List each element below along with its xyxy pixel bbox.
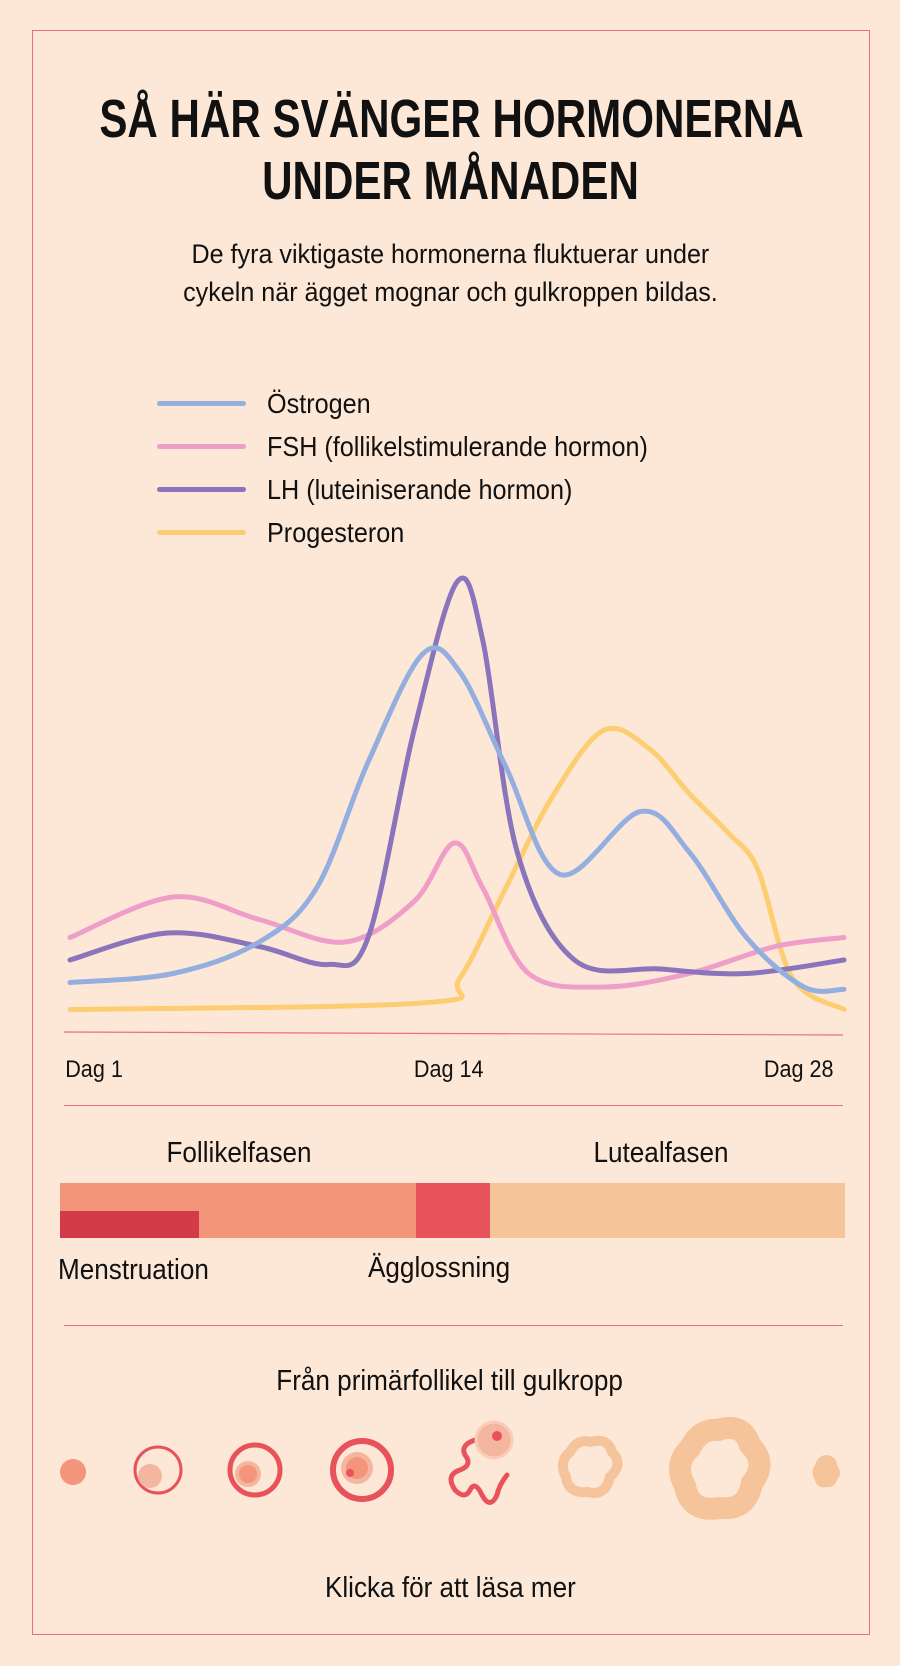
secondary-follicle-icon bbox=[133, 1445, 183, 1495]
x-axis-line bbox=[63, 1031, 844, 1036]
subtitle-line-1: De fyra viktigaste hormonerna fluktuerar… bbox=[191, 239, 709, 269]
ovulation-label: Ägglossning bbox=[368, 1252, 511, 1284]
legend-label: LH (luteiniserande hormon) bbox=[267, 473, 573, 505]
mature-follicle-icon bbox=[330, 1438, 394, 1502]
legend-swatch bbox=[157, 530, 246, 535]
title-line-2: UNDER MÅNADEN bbox=[261, 151, 639, 211]
series-line-progesteron bbox=[67, 725, 847, 1012]
divider bbox=[64, 1325, 843, 1326]
legend-swatch bbox=[157, 444, 246, 449]
menstruation-bar bbox=[60, 1211, 199, 1238]
corpus-albicans-icon bbox=[812, 1455, 840, 1488]
x-tick-label-day-28: Dag 28 bbox=[763, 1056, 834, 1083]
legend-label: FSH (follikelstimulerande hormon) bbox=[267, 430, 648, 462]
x-tick-label-day-1: Dag 1 bbox=[65, 1056, 123, 1083]
series-layer bbox=[67, 575, 847, 1012]
chart-legend: Östrogen FSH (follikelstimulerande hormo… bbox=[157, 382, 690, 554]
page-title: SÅ HÄR SVÄNGER HORMONERNA UNDER MÅNADEN bbox=[0, 88, 900, 212]
divider bbox=[64, 1105, 843, 1106]
read-more-text[interactable]: Klicka för att läsa mer bbox=[324, 1572, 576, 1604]
read-more-link[interactable]: Klicka för att läsa mer bbox=[0, 1572, 900, 1605]
infographic-frame bbox=[32, 30, 870, 1635]
ovulation-bar bbox=[416, 1183, 490, 1238]
follicle-stages bbox=[60, 1416, 840, 1520]
follicular-phase-label: Follikelfasen bbox=[166, 1137, 312, 1169]
tertiary-follicle-icon bbox=[227, 1442, 283, 1498]
follicle-section-title-text: Från primärfollikel till gulkropp bbox=[276, 1365, 624, 1397]
legend-item-fsh: FSH (follikelstimulerande hormon) bbox=[157, 425, 690, 468]
corpus-luteum-early-icon bbox=[557, 1435, 623, 1498]
legend-swatch bbox=[157, 401, 246, 406]
subtitle-line-2: cykeln när ägget mognar och gulkroppen b… bbox=[182, 277, 718, 307]
legend-item-progesterone: Progesteron bbox=[157, 511, 690, 554]
x-tick-label-day-14: Dag 14 bbox=[413, 1056, 484, 1083]
legend-item-estrogen: Östrogen bbox=[157, 382, 690, 425]
series-line-östrogen bbox=[67, 645, 847, 994]
follicle-section-title: Från primärfollikel till gulkropp bbox=[0, 1365, 900, 1398]
luteal-phase-label: Lutealfasen bbox=[593, 1137, 729, 1169]
luteal-phase-bar bbox=[490, 1183, 845, 1238]
ovulation-follicle-icon bbox=[448, 1420, 514, 1505]
subtitle: De fyra viktigaste hormonerna fluktuerar… bbox=[0, 235, 900, 311]
legend-swatch bbox=[157, 487, 246, 492]
primary-follicle-icon bbox=[60, 1459, 86, 1485]
legend-label: Progesteron bbox=[267, 516, 405, 548]
menstruation-label: Menstruation bbox=[58, 1254, 209, 1286]
title-line-1: SÅ HÄR SVÄNGER HORMONERNA bbox=[99, 89, 804, 149]
corpus-luteum-icon bbox=[669, 1416, 771, 1520]
legend-item-lh: LH (luteiniserande hormon) bbox=[157, 468, 690, 511]
series-line-lh bbox=[67, 575, 847, 977]
legend-label: Östrogen bbox=[267, 387, 371, 419]
